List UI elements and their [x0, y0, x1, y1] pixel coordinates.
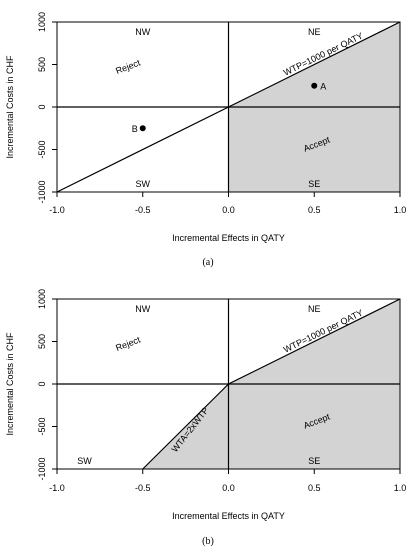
data-point-label: B [132, 124, 138, 134]
y-tick-label: 0 [37, 104, 47, 109]
quadrant-label-ne: NE [308, 27, 321, 37]
quadrant-label-sw: SW [77, 456, 92, 466]
threshold-line [228, 298, 401, 385]
y-tick-label: 0 [37, 381, 47, 386]
x-tick-label: 0.0 [222, 483, 235, 493]
x-tick-label: 1.0 [394, 205, 407, 215]
region-label-reject: Reject [114, 334, 142, 353]
x-tick-label: -0.5 [135, 205, 151, 215]
quadrant-label-ne: NE [308, 304, 321, 314]
threshold-line [142, 383, 229, 470]
data-point [311, 82, 318, 89]
y-tick-label: -1000 [37, 457, 47, 480]
x-tick-label: -1.0 [49, 483, 65, 493]
y-tick-label: -1000 [37, 180, 47, 203]
data-point [139, 125, 146, 132]
y-tick-label: -500 [37, 140, 47, 158]
y-tick-label: 500 [37, 334, 47, 349]
panel-caption: (a) [202, 257, 213, 268]
y-tick-label: 1000 [37, 289, 47, 309]
quadrant-label-nw: NW [135, 27, 150, 37]
y-tick-label: 1000 [37, 12, 47, 32]
region-label-reject: Reject [114, 57, 142, 76]
x-tick-label: 0.5 [308, 205, 321, 215]
y-axis-label: Incremental Costs in CHF [5, 332, 15, 436]
data-point-label: A [320, 81, 326, 91]
quadrant-label-se: SE [308, 179, 320, 189]
panel-caption: (b) [202, 536, 214, 547]
quadrant-label-se: SE [308, 456, 320, 466]
x-tick-label: -1.0 [49, 205, 65, 215]
x-tick-label: -0.5 [135, 483, 151, 493]
quadrant-label-nw: NW [135, 304, 150, 314]
x-axis-label: Incremental Effects in QATY [172, 511, 285, 521]
y-axis-label: Incremental Costs in CHF [5, 55, 15, 159]
y-tick-label: 500 [37, 57, 47, 72]
y-tick-label: -500 [37, 417, 47, 435]
x-tick-label: 0.0 [222, 205, 235, 215]
quadrant-label-sw: SW [136, 179, 151, 189]
x-tick-label: 0.5 [308, 483, 321, 493]
x-axis-label: Incremental Effects in QATY [172, 233, 285, 243]
x-tick-label: 1.0 [394, 483, 407, 493]
